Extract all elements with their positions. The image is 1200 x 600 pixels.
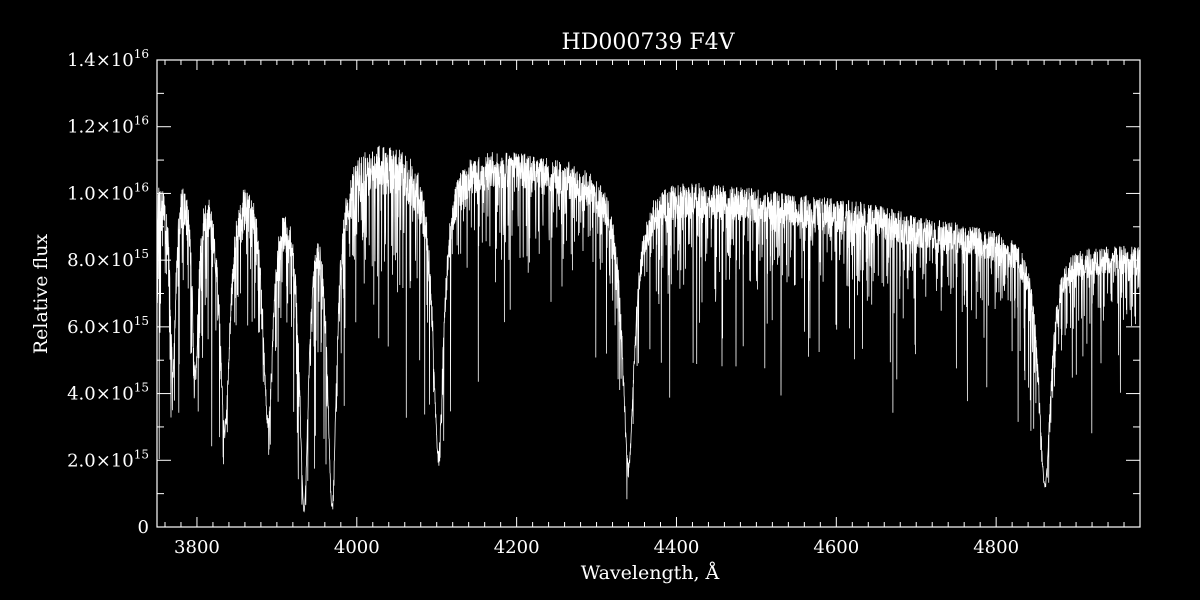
y-tick-label: 8.0×1015 [67, 247, 149, 271]
x-tick-label: 4000 [334, 537, 380, 558]
x-axis-label: Wavelength, Å [581, 562, 720, 584]
chart-title: HD000739 F4V [562, 30, 736, 55]
y-tick-label: 4.0×1015 [67, 381, 149, 405]
x-axis-ticks: 3800 4000 4200 4400 4600 4800 [164, 60, 1141, 558]
y-tick-label: 1.4×1016 [67, 47, 149, 71]
x-tick-label: 4600 [813, 537, 859, 558]
x-tick-label: 4200 [494, 537, 540, 558]
y-tick-label: 0 [138, 517, 149, 538]
spectrum-line [156, 145, 1141, 513]
y-tick-label: 1.2×1016 [67, 114, 149, 138]
y-axis-ticks: 0 2.0×1015 4.0×1015 6.0×1015 8.0×1015 1.0×101… [67, 47, 1140, 538]
x-tick-label: 4400 [654, 537, 700, 558]
spectrum-series [156, 145, 1141, 513]
y-tick-label: 1.0×1016 [67, 180, 149, 204]
x-tick-label: 3800 [174, 537, 220, 558]
y-tick-label: 2.0×1015 [67, 447, 149, 471]
y-tick-label: 6.0×1015 [67, 314, 149, 338]
y-axis-label: Relative flux [30, 234, 52, 355]
x-tick-label: 4800 [973, 537, 1019, 558]
